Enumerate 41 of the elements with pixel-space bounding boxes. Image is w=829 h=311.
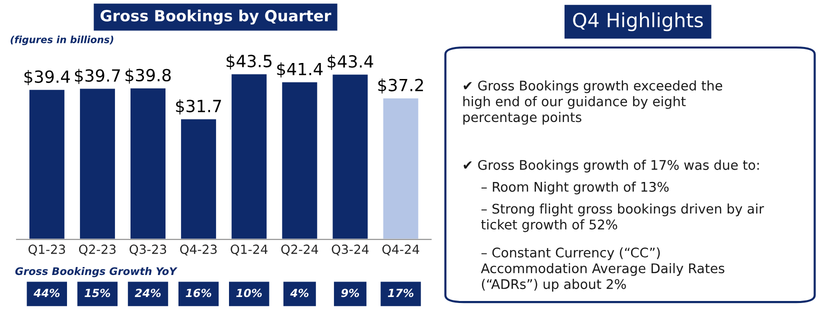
text: – Room Night growth of 13%	[481, 182, 669, 194]
text: 9%	[341, 288, 360, 298]
bar	[129, 87, 167, 240]
x-tick-label: Q3-23	[130, 244, 166, 256]
x-tick-label: Q2-24	[281, 244, 318, 256]
text: 16%	[186, 288, 212, 298]
bar	[382, 96, 420, 240]
text: 4%	[290, 288, 308, 298]
bar	[180, 118, 218, 240]
x-tick-label: Q2-23	[79, 244, 116, 256]
bar	[78, 87, 116, 240]
data-label: $41.4	[277, 62, 323, 78]
x-tick-label: Q4-23	[180, 244, 217, 256]
text: – Strong flight gross bookings driven by air ticket growth of 52%	[481, 204, 764, 232]
x-tick-label: Q1-23	[28, 244, 66, 256]
text: 10%	[236, 288, 262, 298]
text: – Constant Currency (“CC”) Accommodation Average Daily Rates (“ADRs”) up about 2%	[480, 247, 724, 292]
bar	[331, 73, 370, 240]
text: 24%	[134, 288, 161, 298]
data-label: $37.2	[378, 78, 423, 94]
data-label: $39.8	[126, 68, 171, 84]
x-tick-label: Q4-24	[382, 244, 420, 256]
data-label: $43.5	[226, 54, 272, 70]
chart-subtitle: (figures in billions)	[10, 36, 114, 46]
x-tick-label: Q3-24	[332, 244, 369, 256]
bar	[280, 80, 319, 240]
bar	[230, 72, 268, 240]
text: Gross Bookings Growth YoY	[15, 267, 178, 278]
data-label: $31.7	[176, 99, 221, 115]
text: ✔ Gross Bookings growth of 17% was due to:	[464, 160, 759, 172]
text: Q4 Highlights	[573, 12, 703, 32]
data-label: $43.4	[328, 54, 374, 70]
x-tick-label: Q1-24	[230, 244, 268, 256]
data-label: $39.4	[24, 70, 70, 86]
text: 44%	[34, 288, 60, 298]
text: 15%	[84, 288, 110, 298]
chart-title: Gross Bookings by Quarter	[100, 10, 332, 25]
bar	[28, 88, 66, 240]
text: 17%	[388, 288, 414, 298]
text: ✔ Gross Bookings growth exceeded the high end of our guidance by eight percentage points	[463, 80, 722, 125]
data-label: $39.7	[74, 68, 120, 84]
